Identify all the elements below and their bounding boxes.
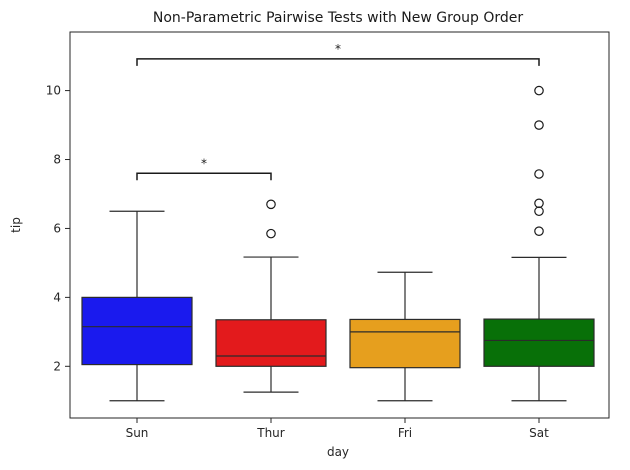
x-tick-label: Sat — [529, 426, 549, 440]
outlier-point — [534, 169, 544, 179]
x-tick-label: Fri — [398, 426, 412, 440]
outlier-point — [534, 206, 544, 217]
iqr-box — [81, 296, 193, 366]
outlier-point — [534, 120, 544, 130]
outlier-point — [266, 199, 276, 210]
y-axis-label: tip — [9, 217, 23, 233]
iqr-box — [483, 318, 595, 367]
outlier-point — [266, 228, 276, 239]
iqr-box — [215, 319, 327, 367]
iqr-box — [349, 318, 461, 369]
y-tick-label: 10 — [46, 84, 61, 98]
significance-bracket: * — [136, 42, 540, 66]
x-axis-label: day — [327, 445, 349, 459]
y-tick-label: 6 — [53, 221, 61, 235]
bracket-line — [136, 172, 272, 181]
plot-frame — [69, 31, 610, 419]
box-group-thur — [215, 199, 327, 393]
significance-label: * — [335, 42, 341, 56]
box-group-sat — [483, 85, 595, 402]
x-axis: Sun Thur Fri Sat — [126, 418, 549, 440]
box-group-sun — [81, 210, 193, 402]
outlier-point — [534, 226, 544, 237]
outlier-point — [534, 198, 544, 209]
y-tick-label: 4 — [53, 290, 61, 304]
significance-annotations: ** — [136, 42, 540, 181]
y-axis: 2 4 6 8 10 — [46, 84, 70, 373]
x-tick-label: Sun — [126, 426, 149, 440]
x-tick-label: Thur — [256, 426, 285, 440]
y-tick-label: 8 — [53, 153, 61, 167]
box-group-fri — [349, 271, 461, 402]
outlier-point — [534, 85, 544, 96]
chart-title: Non-Parametric Pairwise Tests with New G… — [153, 10, 524, 26]
y-tick-label: 2 — [53, 359, 61, 373]
significance-bracket: * — [136, 156, 272, 181]
boxes-layer — [81, 85, 595, 402]
bracket-line — [136, 58, 540, 66]
significance-label: * — [201, 156, 207, 170]
